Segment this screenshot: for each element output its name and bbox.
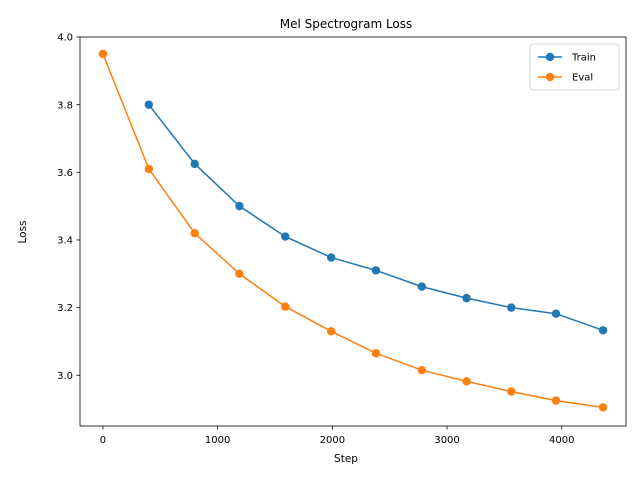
train-data-point: [598, 326, 608, 335]
x-tick-label: 4000: [549, 435, 574, 446]
eval-data-point: [551, 396, 561, 405]
y-tick-label: 3.2: [57, 303, 73, 314]
eval-data-point: [417, 365, 427, 375]
eval-data-point: [190, 228, 199, 238]
eval-data-point: [235, 269, 244, 278]
x-axis-label: Step: [334, 453, 358, 465]
train-legend-marker: [545, 52, 555, 62]
plot-area: [98, 49, 608, 412]
eval-data-point: [371, 349, 381, 358]
y-tick-label: 3.6: [57, 168, 73, 179]
chart-title: Mel Spectrogram Loss: [280, 17, 413, 31]
eval-series-line: [102, 53, 604, 409]
plot-frame: [79, 36, 627, 427]
train-data-point: [327, 253, 336, 262]
train-data-point: [281, 232, 290, 241]
eval-data-point: [327, 327, 336, 336]
x-tick-label: 0: [100, 435, 106, 446]
eval-legend-marker: [545, 72, 555, 82]
train-data-point: [235, 201, 244, 211]
train-data-point: [371, 266, 381, 275]
eval-legend-label: Eval: [572, 73, 593, 84]
axes: 0 1000 2000 3000 4000 3.0 3.2 3.4 3.6 3.8 4.0: [57, 33, 627, 446]
eval-data-point: [98, 49, 108, 59]
x-tick-label: 1000: [205, 435, 230, 446]
train-data-point: [417, 282, 427, 291]
eval-data-point: [598, 403, 608, 412]
eval-data-point: [281, 302, 290, 311]
train-legend-label: Train: [571, 53, 596, 64]
y-tick-label: 4.0: [57, 33, 73, 44]
train-data-point: [144, 100, 154, 109]
x-tick-label: 3000: [434, 435, 459, 446]
eval-data-point: [144, 164, 154, 174]
y-tick-label: 3.8: [57, 100, 73, 111]
train-series-line: [148, 104, 604, 331]
train-data-point: [462, 293, 471, 303]
train-data-point: [190, 159, 199, 169]
legend: Train Eval: [529, 43, 620, 91]
y-tick-label: 3.4: [57, 236, 73, 247]
x-tick-label: 2000: [320, 435, 345, 446]
train-data-point: [507, 303, 516, 312]
train-data-point: [551, 309, 561, 318]
eval-data-point: [462, 377, 471, 386]
y-tick-label: 3.0: [57, 371, 73, 382]
y-axis-label: Loss: [17, 220, 29, 243]
eval-data-point: [507, 387, 516, 396]
